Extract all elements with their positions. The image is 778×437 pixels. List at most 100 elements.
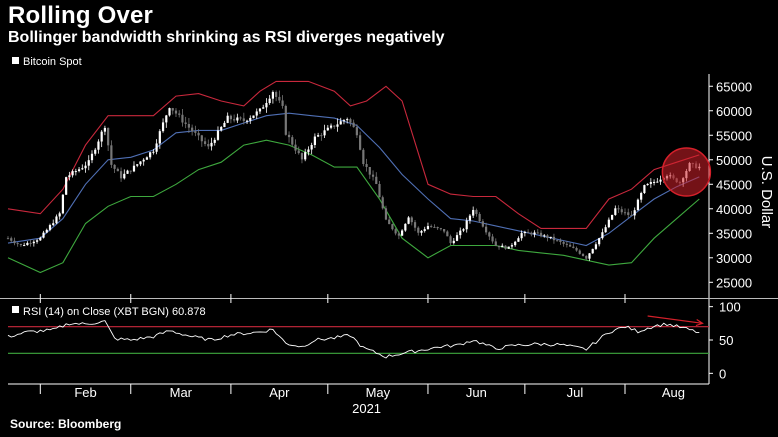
candle-body bbox=[278, 96, 281, 101]
price-y-tick-label: 40000 bbox=[716, 202, 752, 217]
candle-body bbox=[268, 98, 271, 103]
candle-body bbox=[556, 240, 559, 242]
candle-body bbox=[355, 127, 358, 136]
candle-body bbox=[488, 232, 491, 237]
candle-body bbox=[178, 113, 181, 115]
price-y-tick-label: 45000 bbox=[716, 177, 752, 192]
candle-body bbox=[591, 248, 594, 254]
candle-body bbox=[129, 170, 132, 172]
candle-body bbox=[236, 117, 239, 121]
candle-body bbox=[300, 153, 304, 160]
candle-body bbox=[485, 226, 488, 233]
candle-body bbox=[659, 179, 662, 182]
price-y-axis-label: U.S. Dollar bbox=[758, 156, 775, 229]
candle-body bbox=[74, 171, 77, 173]
candle-body bbox=[375, 176, 378, 184]
candle-body bbox=[307, 149, 310, 153]
candle-body bbox=[165, 115, 168, 123]
candle-body bbox=[410, 217, 413, 223]
candle-body bbox=[501, 245, 504, 248]
candle-body bbox=[388, 219, 391, 225]
x-tick-label: May bbox=[366, 385, 391, 400]
candle-body bbox=[588, 253, 591, 259]
candle-body bbox=[468, 215, 472, 221]
candle-body bbox=[287, 134, 291, 138]
candle-body bbox=[362, 149, 365, 165]
candle-body bbox=[472, 209, 475, 216]
candle-body bbox=[210, 142, 213, 147]
candle-body bbox=[401, 230, 404, 236]
candle-body bbox=[339, 121, 342, 125]
rsi-line bbox=[7, 320, 700, 359]
candle-body bbox=[346, 119, 349, 121]
candle-body bbox=[381, 197, 384, 209]
candle-body bbox=[336, 124, 339, 127]
candle-body bbox=[520, 233, 523, 239]
highlight-circle bbox=[661, 147, 712, 197]
candle-body bbox=[510, 245, 514, 247]
candle-body bbox=[184, 122, 187, 124]
candle-body bbox=[352, 122, 355, 128]
candle-body bbox=[371, 174, 375, 177]
candle-body bbox=[226, 115, 229, 123]
candle-body bbox=[404, 223, 407, 231]
candle-body bbox=[601, 232, 604, 239]
candle-body bbox=[475, 209, 478, 214]
candle-body bbox=[581, 253, 585, 257]
candle-body bbox=[171, 108, 174, 111]
candle-body bbox=[10, 238, 13, 241]
candle-body bbox=[52, 223, 55, 226]
candle-body bbox=[84, 165, 87, 169]
candle-body bbox=[81, 168, 84, 170]
rsi-y-tick-label: 0 bbox=[719, 366, 726, 381]
candle-body bbox=[491, 236, 494, 242]
candle-body bbox=[394, 229, 397, 234]
bollinger-upper-band bbox=[7, 80, 700, 229]
candle-body bbox=[265, 102, 268, 108]
candle-body bbox=[68, 175, 71, 178]
candle-body bbox=[342, 120, 346, 122]
candle-body bbox=[455, 235, 459, 241]
candle-body bbox=[207, 143, 210, 147]
candle-body bbox=[565, 243, 568, 245]
candle-body bbox=[58, 213, 61, 217]
candle-body bbox=[646, 183, 649, 186]
candle-body bbox=[607, 219, 610, 228]
legend-rsi: RSI (14) on Close (XBT BGN) 60.878 bbox=[23, 306, 206, 318]
candle-body bbox=[620, 209, 623, 213]
candle-body bbox=[320, 135, 323, 137]
candle-body bbox=[19, 243, 23, 246]
candle-body bbox=[397, 233, 400, 236]
candle-body bbox=[281, 100, 284, 106]
candle-body bbox=[158, 131, 161, 144]
candle-body bbox=[526, 231, 530, 233]
candle-body bbox=[443, 229, 446, 232]
candle-body bbox=[245, 120, 249, 122]
candle-body bbox=[233, 119, 236, 121]
candle-body bbox=[578, 250, 581, 254]
candle-body bbox=[65, 177, 68, 195]
candle-body bbox=[297, 150, 300, 154]
candle-body bbox=[271, 92, 274, 99]
candle-body bbox=[155, 143, 158, 152]
candle-body bbox=[417, 227, 420, 233]
candle-body bbox=[87, 160, 90, 166]
source-note: Source: Bloomberg bbox=[10, 417, 122, 431]
candle-body bbox=[110, 145, 113, 165]
candle-body bbox=[304, 152, 307, 160]
candle-body bbox=[481, 221, 484, 227]
candle-body bbox=[123, 173, 126, 179]
candle-body bbox=[630, 215, 633, 217]
candle-body bbox=[614, 208, 617, 215]
candle-body bbox=[378, 183, 381, 198]
candle-body bbox=[275, 92, 278, 97]
candle-body bbox=[90, 153, 94, 161]
price-y-tick-label: 50000 bbox=[716, 153, 752, 168]
price-y-tick-label: 60000 bbox=[716, 104, 752, 119]
candle-body bbox=[229, 115, 232, 120]
candle-body bbox=[107, 127, 110, 146]
candle-body bbox=[323, 130, 326, 136]
candle-body bbox=[462, 229, 465, 231]
candle-body bbox=[174, 110, 178, 114]
candle-body bbox=[536, 232, 539, 234]
